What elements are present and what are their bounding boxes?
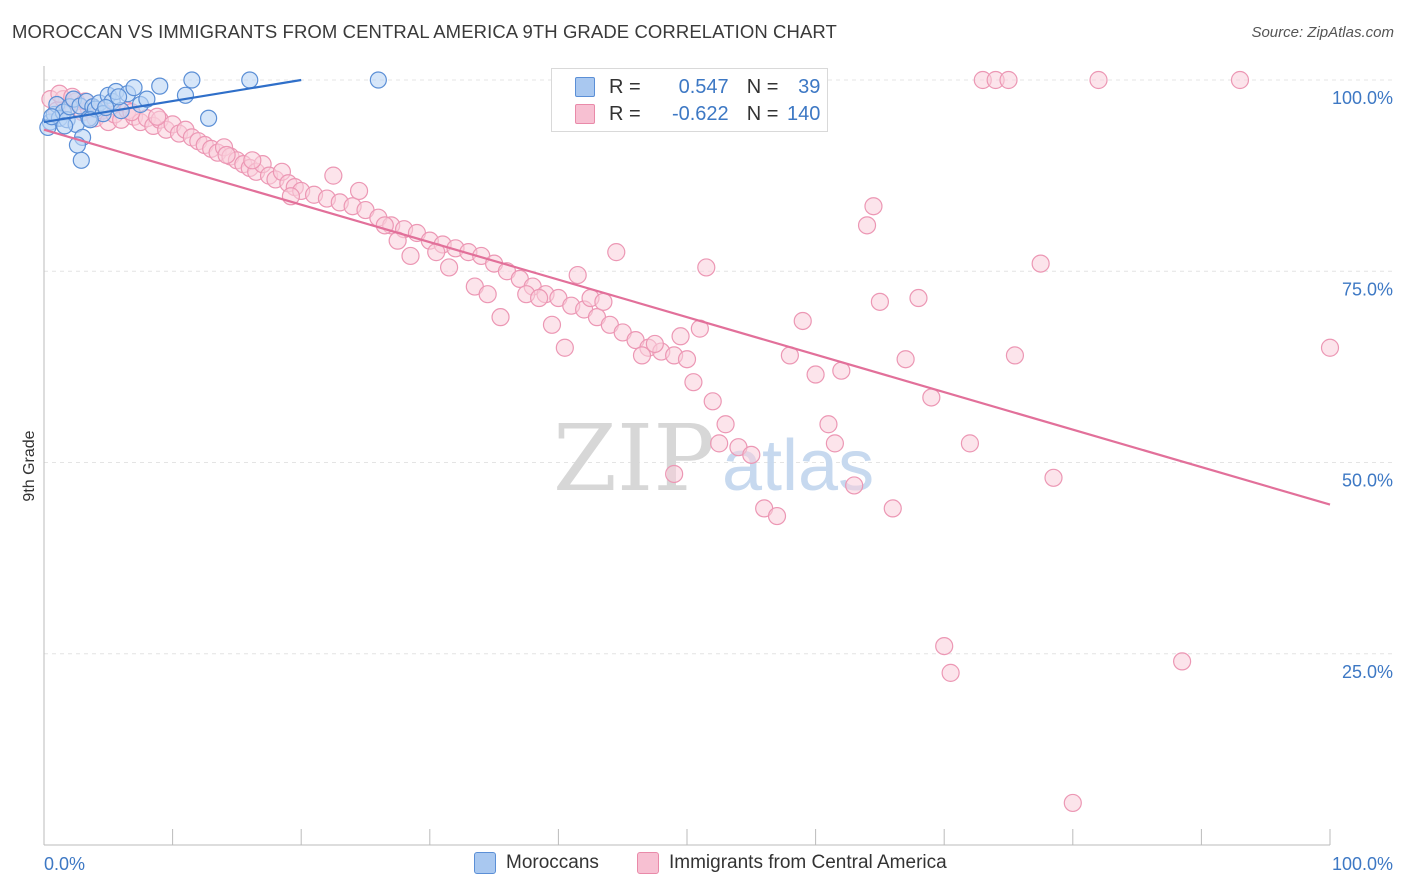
point-central-america-86 xyxy=(478,285,497,304)
point-central-america-112 xyxy=(819,415,838,434)
point-central-america-115 xyxy=(845,476,864,495)
point-central-america-79 xyxy=(349,181,369,201)
point-central-america-89 xyxy=(530,288,549,308)
point-central-america-119 xyxy=(883,499,902,518)
y-tick-label-3: 25.0% xyxy=(1342,662,1393,682)
point-central-america-116 xyxy=(857,216,877,235)
chart-title: MOROCCAN VS IMMIGRANTS FROM CENTRAL AMER… xyxy=(12,21,837,42)
point-central-america-136 xyxy=(1320,338,1340,357)
point-central-america-118 xyxy=(870,292,890,311)
point-central-america-121 xyxy=(909,288,928,308)
source-label: Source: ZipAtlas.com xyxy=(1251,24,1394,41)
point-central-america-123 xyxy=(935,636,954,656)
point-central-america-113 xyxy=(825,434,844,453)
point-central-america-131 xyxy=(1031,254,1050,273)
point-central-america-101 xyxy=(697,258,716,277)
legend-swatch-moroccans xyxy=(575,77,595,97)
point-moroccans-38 xyxy=(369,71,387,89)
y-tick-label-0: 100.0% xyxy=(1332,88,1393,108)
x-tick-label-0: 0.0% xyxy=(44,854,85,874)
point-moroccans-33 xyxy=(151,77,169,95)
n-value-central-america: 140 xyxy=(787,102,821,125)
point-central-america-108 xyxy=(767,506,787,526)
legend-label-central-america: Immigrants from Central America xyxy=(669,852,947,873)
point-central-america-90 xyxy=(542,315,562,334)
y-tick-label-1: 75.0% xyxy=(1342,279,1393,299)
point-central-america-139 xyxy=(665,464,684,484)
point-central-america-98 xyxy=(671,327,690,346)
pink-points xyxy=(41,70,1340,813)
point-central-america-125 xyxy=(960,434,980,453)
point-central-america-69 xyxy=(677,350,697,369)
point-central-america-122 xyxy=(922,388,941,407)
point-moroccans-26 xyxy=(72,151,90,169)
legend-swatch-central-america xyxy=(575,104,595,124)
point-central-america-87 xyxy=(491,308,510,327)
point-central-america-78 xyxy=(324,166,343,185)
legend-item-central-america: Immigrants from Central America xyxy=(637,852,947,874)
legend-swatch-central-america xyxy=(637,852,659,874)
point-central-america-102 xyxy=(703,392,722,411)
legend-item-moroccans: Moroccans xyxy=(474,852,599,874)
point-moroccans-22 xyxy=(125,79,143,97)
label-layer: 100.0% 75.0% 50.0% 25.0% 0.0% 100.0% xyxy=(44,88,1393,874)
point-central-america-95 xyxy=(607,243,626,262)
point-central-america-94 xyxy=(594,292,613,311)
point-moroccans-37 xyxy=(241,71,259,89)
point-central-america-97 xyxy=(645,334,664,354)
point-central-america-84 xyxy=(439,258,459,277)
point-central-america-82 xyxy=(401,246,420,266)
watermark-zip: ZIP xyxy=(553,405,715,512)
point-central-america-130 xyxy=(1005,346,1025,365)
point-central-america-74 xyxy=(148,107,167,126)
x-tick-label-1: 100.0% xyxy=(1332,854,1393,874)
point-central-america-128 xyxy=(999,70,1018,90)
y-axis-label: 9th Grade xyxy=(21,430,38,501)
point-central-america-96 xyxy=(632,346,652,365)
point-central-america-134 xyxy=(1173,652,1192,671)
legend-label-moroccans: Moroccans xyxy=(506,852,599,873)
legend-swatch-moroccans xyxy=(474,852,496,874)
point-central-america-124 xyxy=(941,663,960,682)
n-value-moroccans: 39 xyxy=(798,75,821,98)
n-label: N = xyxy=(746,75,779,98)
axis-layer xyxy=(43,66,1331,846)
point-moroccans-32 xyxy=(109,88,128,106)
trend-line-moroccans xyxy=(43,78,302,124)
y-tick-label-2: 50.0% xyxy=(1342,471,1393,491)
point-central-america-135 xyxy=(1230,70,1250,90)
point-central-america-120 xyxy=(896,350,915,369)
point-central-america-106 xyxy=(742,445,761,464)
point-central-america-132 xyxy=(1044,468,1063,487)
point-central-america-103 xyxy=(710,434,729,453)
point-moroccans-35 xyxy=(183,71,201,89)
legend-row-moroccans: R = 0.547 N = 39 xyxy=(575,75,820,99)
stats-legend: R = 0.547 N = 39 R = -0.622 N = 140 xyxy=(551,68,828,132)
point-central-america-117 xyxy=(864,197,883,216)
legend-row-central-america: R = -0.622 N = 140 xyxy=(575,102,820,126)
r-value-central-america: -0.622 xyxy=(671,102,729,125)
point-central-america-99 xyxy=(684,373,703,392)
point-central-america-111 xyxy=(806,365,825,384)
trend-line-central-america xyxy=(43,128,1331,506)
n-label: N = xyxy=(746,102,779,125)
series-legend: Moroccans Immigrants from Central Americ… xyxy=(0,852,1406,878)
point-central-america-76 xyxy=(243,151,262,170)
point-central-america-91 xyxy=(555,338,574,357)
point-central-america-110 xyxy=(793,311,812,331)
trend-layer xyxy=(43,78,1331,506)
point-moroccans-24 xyxy=(138,90,156,108)
point-central-america-92 xyxy=(568,265,587,285)
point-central-america-75 xyxy=(217,145,236,165)
point-central-america-133 xyxy=(1063,793,1082,813)
r-label: R = xyxy=(609,102,641,125)
point-central-america-129 xyxy=(1089,70,1108,90)
point-moroccans-36 xyxy=(200,109,218,127)
r-label: R = xyxy=(609,75,641,98)
r-value-moroccans: 0.547 xyxy=(678,75,729,98)
point-central-america-104 xyxy=(716,415,735,434)
